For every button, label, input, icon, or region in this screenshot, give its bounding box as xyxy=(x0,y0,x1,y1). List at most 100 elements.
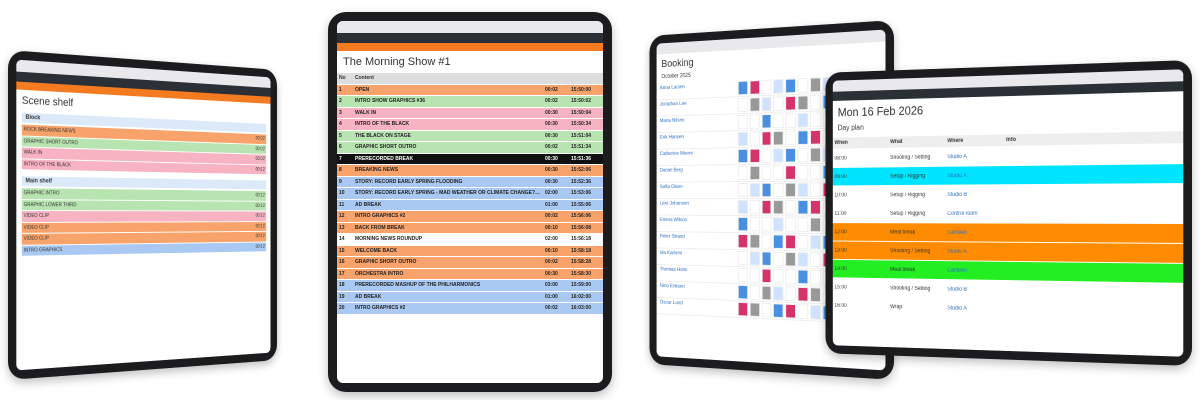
booking-cell xyxy=(750,217,760,231)
booking-cell xyxy=(798,113,809,128)
booking-cell xyxy=(750,80,760,95)
booking-cell xyxy=(773,96,783,111)
row-time: 15:50:02 xyxy=(569,98,603,104)
column-header: What xyxy=(888,138,945,145)
rundown-row: 12 INTRO GRAPHICS #2 00:02 15:56:06 xyxy=(337,211,603,223)
booking-cell xyxy=(761,166,771,180)
info xyxy=(1004,271,1183,273)
row-duration: 00:30 xyxy=(543,271,569,277)
booking-cell xyxy=(761,97,771,112)
row-content: GRAPHIC SHORT OUTRO xyxy=(353,144,543,150)
row-number: 18 xyxy=(337,282,353,288)
row-time: 15:56:18 xyxy=(569,236,603,242)
booking-cell xyxy=(738,217,748,231)
column-header: Info xyxy=(1004,134,1183,143)
row-number: 4 xyxy=(337,121,353,127)
item-time: 00:12 xyxy=(254,244,266,250)
rundown-row: 9 STORY: RECORD EARLY SPRING FLOODING 00:3… xyxy=(337,177,603,189)
item-time: 00:12 xyxy=(254,234,266,239)
booking-cell xyxy=(738,285,748,300)
item-text: GRAPHIC INTRO xyxy=(22,190,254,198)
person: Maria Nilsen xyxy=(657,114,737,132)
info xyxy=(1004,290,1183,293)
booking-cell xyxy=(786,217,796,232)
row-content: PRERECORDED BREAK xyxy=(353,156,543,162)
tablet-rundown: The Morning Show #1 No Content 1 OPEN 00:02 15… xyxy=(328,12,612,392)
booking-cell xyxy=(810,112,821,127)
rundown-row: 7 PRERECORDED BREAK 00:30 15:51:36 xyxy=(337,154,603,166)
booking-cell xyxy=(761,200,771,214)
row-number: 14 xyxy=(337,236,353,242)
rundown-row: 1 OPEN 00:02 15:50:00 xyxy=(337,85,603,97)
item-text: VIDEO CLIP xyxy=(22,224,254,231)
info xyxy=(1004,154,1183,156)
what: Shooting / Setting xyxy=(888,248,945,254)
row-content: AD BREAK xyxy=(353,294,543,300)
tab-bar xyxy=(337,43,603,51)
booking-cell xyxy=(773,165,783,179)
row-duration: 01:00 xyxy=(543,202,569,208)
booking-cell xyxy=(750,234,760,248)
rundown-row: 4 INTRO OF THE BLACK 00:30 15:50:34 xyxy=(337,119,603,131)
what: Shooting / Setting xyxy=(888,285,945,292)
rundown-row: 16 GRAPHIC SHORT OUTRO 00:02 15:58:28 xyxy=(337,257,603,269)
title: Mon 16 Feb 2026 xyxy=(838,96,1178,119)
booking-cell xyxy=(750,183,760,197)
column-header: When xyxy=(833,139,889,146)
what: Setup / Rigging xyxy=(888,211,945,217)
row-time: 15:51:34 xyxy=(569,144,603,150)
booking-cell xyxy=(750,131,760,145)
row-duration: 00:30 xyxy=(543,156,569,162)
booking-cell xyxy=(750,200,760,214)
item-text: INTRO GRAPHICS xyxy=(22,244,254,253)
where: Control room xyxy=(946,211,1005,217)
row-content: AD BREAK xyxy=(353,202,543,208)
booking-cell xyxy=(761,183,771,197)
booking-cell xyxy=(786,113,796,128)
row-number: 11 xyxy=(337,202,353,208)
booking-cell xyxy=(810,147,821,162)
booking-cell xyxy=(750,97,760,112)
person: Thomas Holm xyxy=(657,265,737,283)
row-number: 10 xyxy=(337,190,353,196)
booking-cell xyxy=(738,183,748,197)
row-number: 6 xyxy=(337,144,353,150)
what: Meal break xyxy=(888,229,945,235)
booking-cell xyxy=(786,286,796,301)
item-time: 00:02 xyxy=(254,136,266,142)
booking-cell xyxy=(761,303,771,318)
where: Studio B xyxy=(946,191,1005,197)
booking-cell xyxy=(798,78,809,93)
plan-row: 11:00 Setup / Rigging Control room xyxy=(833,204,1183,224)
when: 13:00 xyxy=(833,247,889,253)
booking-cell xyxy=(798,235,809,250)
rundown-row: 19 AD BREAK 01:00 16:02:00 xyxy=(337,292,603,304)
row-time: 15:56:06 xyxy=(569,213,603,219)
row-number: 19 xyxy=(337,294,353,300)
subtitle: Day plan xyxy=(838,116,1178,132)
where: Studio A xyxy=(946,172,1005,178)
item-time: 00:02 xyxy=(254,146,266,152)
booking-cell xyxy=(761,114,771,129)
booking-cell xyxy=(773,252,783,267)
person: Daniel Berg xyxy=(657,165,737,182)
item-time: 00:12 xyxy=(254,167,266,173)
rundown-row: 10 STORY: RECORD EARLY SPRING - MAD WEATH… xyxy=(337,188,603,200)
screen: Scene shelf Block ROCK BREAKING NEWS 00:02 G… xyxy=(16,60,270,371)
booking-cell xyxy=(738,132,748,146)
booking-cell xyxy=(761,80,771,95)
row-content: OPEN xyxy=(353,87,543,93)
row-time: 15:58:18 xyxy=(569,248,603,254)
booking-cell xyxy=(738,251,748,265)
booking-cell xyxy=(798,95,809,110)
booking-cell xyxy=(798,200,809,215)
item-time: 00:12 xyxy=(254,213,266,218)
person: Erik Hansen xyxy=(657,131,737,149)
booking-cell xyxy=(798,148,809,163)
item-text: VIDEO CLIP xyxy=(22,234,254,242)
booking-cell xyxy=(750,114,760,129)
when: 14:00 xyxy=(833,266,889,272)
row-time: 16:03:00 xyxy=(569,305,603,311)
row-number: 9 xyxy=(337,179,353,185)
row-number: 8 xyxy=(337,167,353,173)
